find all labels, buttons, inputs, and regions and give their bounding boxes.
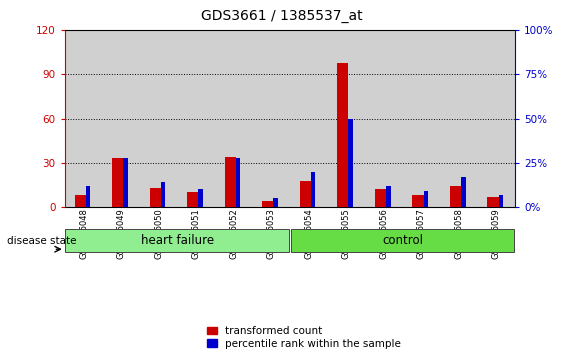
Bar bbox=[386, 186, 391, 207]
Bar bbox=[140, 30, 177, 207]
Bar bbox=[328, 30, 365, 207]
Bar bbox=[86, 186, 90, 207]
Bar bbox=[337, 63, 348, 207]
Bar bbox=[262, 201, 274, 207]
Bar bbox=[215, 30, 252, 207]
Bar bbox=[102, 30, 140, 207]
Bar bbox=[488, 197, 499, 207]
Bar bbox=[375, 189, 386, 207]
Bar bbox=[74, 195, 86, 207]
Bar bbox=[150, 188, 161, 207]
Bar bbox=[123, 158, 128, 207]
Bar bbox=[225, 157, 236, 207]
Bar bbox=[477, 30, 515, 207]
Bar bbox=[412, 195, 423, 207]
Bar bbox=[65, 229, 289, 252]
Bar bbox=[450, 187, 461, 207]
Bar bbox=[291, 229, 515, 252]
Bar bbox=[461, 177, 466, 207]
Bar bbox=[290, 30, 328, 207]
Bar bbox=[177, 30, 215, 207]
Bar bbox=[198, 189, 203, 207]
Bar bbox=[423, 191, 428, 207]
Bar bbox=[300, 181, 311, 207]
Bar bbox=[499, 195, 503, 207]
Text: control: control bbox=[382, 234, 423, 247]
Bar bbox=[112, 159, 123, 207]
Bar bbox=[274, 198, 278, 207]
Text: disease state: disease state bbox=[7, 236, 76, 246]
Bar bbox=[440, 30, 477, 207]
Bar bbox=[65, 30, 102, 207]
Text: heart failure: heart failure bbox=[141, 234, 214, 247]
Legend: transformed count, percentile rank within the sample: transformed count, percentile rank withi… bbox=[207, 326, 401, 349]
Bar bbox=[252, 30, 290, 207]
Bar bbox=[187, 192, 198, 207]
Bar bbox=[365, 30, 403, 207]
Bar bbox=[403, 30, 440, 207]
Bar bbox=[311, 172, 315, 207]
Bar bbox=[161, 182, 166, 207]
Bar bbox=[348, 119, 353, 207]
Text: GDS3661 / 1385537_at: GDS3661 / 1385537_at bbox=[200, 9, 363, 23]
Bar bbox=[236, 158, 240, 207]
